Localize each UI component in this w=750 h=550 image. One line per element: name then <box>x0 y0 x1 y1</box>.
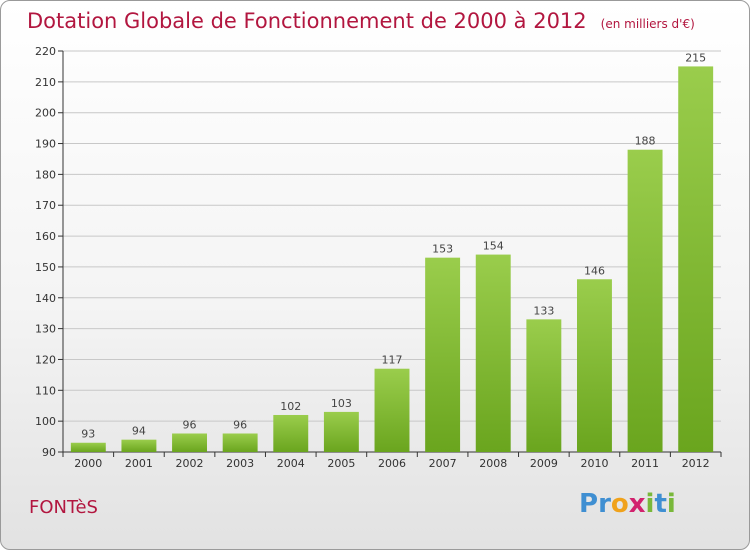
data-label: 146 <box>584 264 605 277</box>
data-label: 117 <box>382 354 403 367</box>
data-label: 215 <box>685 51 706 64</box>
y-tick-label: 130 <box>35 323 56 336</box>
logo-letter: t <box>654 489 667 519</box>
data-label: 102 <box>280 400 301 413</box>
x-tick-label: 2010 <box>580 457 608 470</box>
bar-2002 <box>172 433 208 452</box>
y-tick-label: 210 <box>35 76 56 89</box>
y-tick-label: 110 <box>35 384 56 397</box>
x-tick-label: 2002 <box>176 457 204 470</box>
bar-2001 <box>121 439 157 452</box>
y-tick-label: 90 <box>42 446 56 459</box>
data-label: 133 <box>533 304 554 317</box>
x-tick-label: 2007 <box>429 457 457 470</box>
y-tick-label: 220 <box>35 45 56 58</box>
x-tick-label: 2008 <box>479 457 507 470</box>
bar-2004 <box>273 414 309 452</box>
x-tick-label: 2003 <box>226 457 254 470</box>
bar-2003 <box>222 433 258 452</box>
bar-2010 <box>576 279 612 452</box>
bar-2008 <box>475 254 511 452</box>
data-label: 96 <box>233 418 247 431</box>
y-tick-label: 150 <box>35 261 56 274</box>
y-tick-label: 200 <box>35 107 56 120</box>
chart-title: Dotation Globale de Fonctionnement de 20… <box>27 9 695 33</box>
x-tick-label: 2011 <box>631 457 659 470</box>
x-tick-label: 2005 <box>327 457 355 470</box>
y-tick-label: 170 <box>35 199 56 212</box>
x-tick-label: 2006 <box>378 457 406 470</box>
data-label: 154 <box>483 240 504 253</box>
y-tick-label: 190 <box>35 138 56 151</box>
y-tick-label: 120 <box>35 353 56 366</box>
y-tick-label: 100 <box>35 415 56 428</box>
data-label: 96 <box>183 418 197 431</box>
bar-2012 <box>678 66 714 452</box>
y-tick-label: 160 <box>35 230 56 243</box>
chart-subtitle: (en milliers d'€) <box>600 17 695 31</box>
proxiti-logo: Proxiti <box>579 489 676 519</box>
data-labels: 93 94 96 96 102 103 117 153 154 133 146 188 215 <box>81 51 706 440</box>
bar-2000 <box>70 442 106 452</box>
logo-letter: P <box>579 489 599 519</box>
x-tick-label: 2009 <box>530 457 558 470</box>
logo-letter: i <box>666 489 676 519</box>
data-label: 94 <box>132 425 146 438</box>
data-label: 188 <box>635 135 656 148</box>
commune-name: FONTèS <box>29 497 98 518</box>
bar-2011 <box>627 149 663 452</box>
chart-title-text: Dotation Globale de Fonctionnement de 20… <box>27 9 587 33</box>
axes: 9010011012013014015016017018019020021022… <box>35 45 722 470</box>
x-tick-label: 2001 <box>125 457 153 470</box>
x-tick-label: 2012 <box>682 457 710 470</box>
logo-letter: r <box>598 489 611 519</box>
logo-letter: x <box>628 489 646 519</box>
bar-2009 <box>526 319 562 452</box>
bar-2005 <box>323 411 359 452</box>
data-label: 103 <box>331 397 352 410</box>
data-label: 153 <box>432 243 453 256</box>
y-tick-label: 180 <box>35 168 56 181</box>
bar-2006 <box>374 368 410 452</box>
x-tick-label: 2004 <box>277 457 305 470</box>
logo-letter: o <box>610 489 629 519</box>
data-label: 93 <box>81 428 95 441</box>
bars <box>70 66 714 452</box>
y-tick-label: 140 <box>35 292 56 305</box>
logo-letter: i <box>645 489 655 519</box>
bar-2007 <box>425 257 461 452</box>
x-tick-label: 2000 <box>74 457 102 470</box>
